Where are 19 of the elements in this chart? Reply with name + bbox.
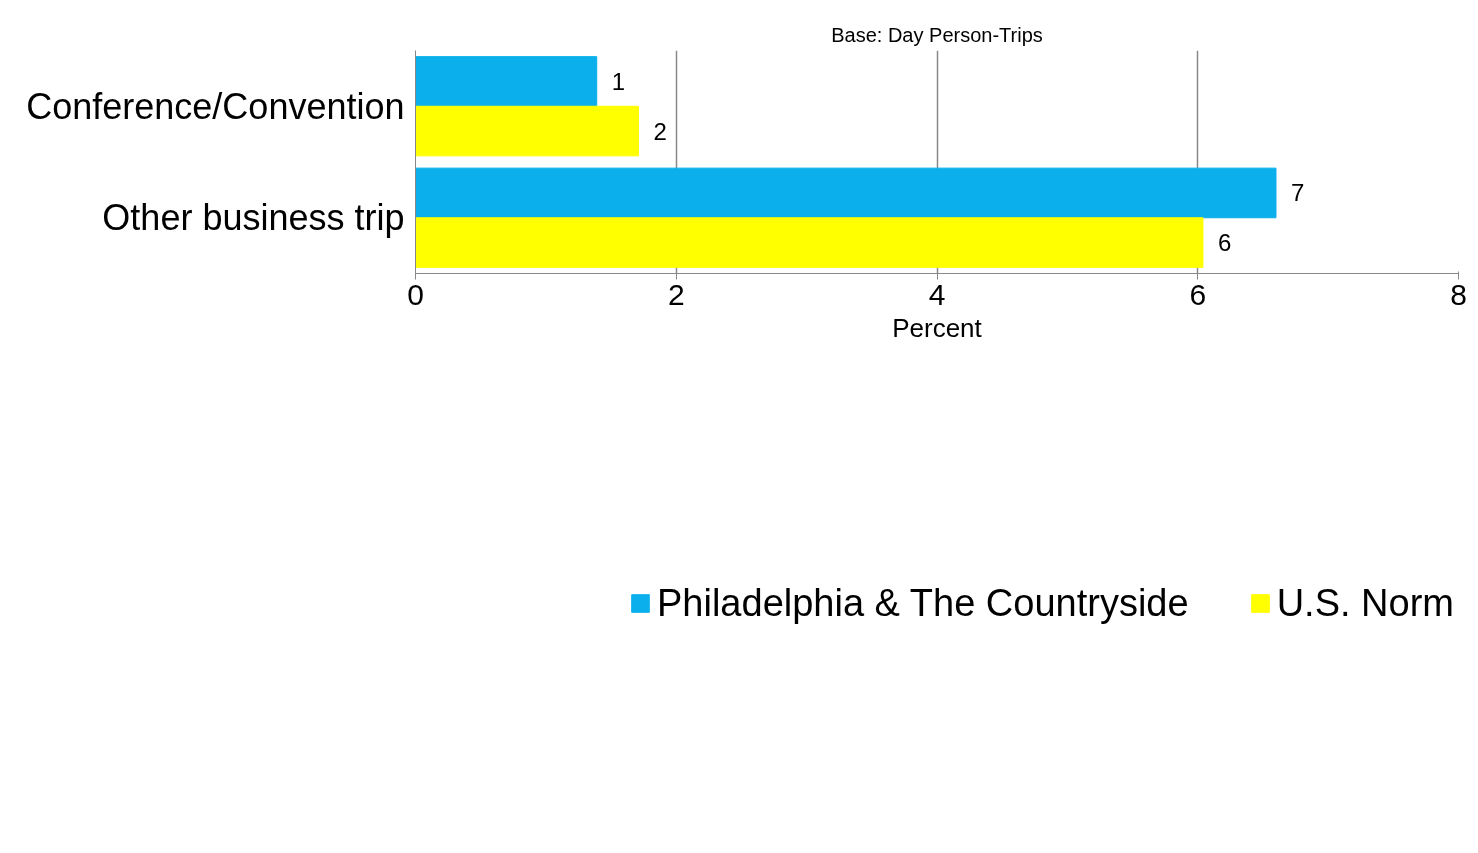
x-tick-label: 8 — [1450, 277, 1467, 311]
bar — [415, 56, 598, 107]
data-label: 6 — [1217, 229, 1232, 257]
x-tick-label: 6 — [1189, 277, 1207, 311]
x-axis-title: Percent — [892, 312, 983, 343]
bar — [415, 167, 1277, 219]
bar — [415, 105, 639, 157]
data-label: 7 — [1290, 179, 1305, 207]
x-tick-label: 0 — [407, 277, 424, 311]
chart-title: Base: Day Person-Trips — [831, 23, 1043, 46]
bar — [415, 217, 1204, 268]
x-tick-label: 2 — [667, 277, 685, 311]
y-tick-label: Other business trip — [102, 197, 405, 239]
legend-label: Philadelphia & The Countryside — [657, 581, 1189, 625]
data-label: 1 — [611, 67, 626, 95]
x-tick-label: 4 — [928, 277, 946, 311]
legend-label: U.S. Norm — [1276, 581, 1454, 625]
y-tick-label: Conference/Convention — [26, 85, 405, 127]
data-label: 2 — [653, 117, 667, 145]
